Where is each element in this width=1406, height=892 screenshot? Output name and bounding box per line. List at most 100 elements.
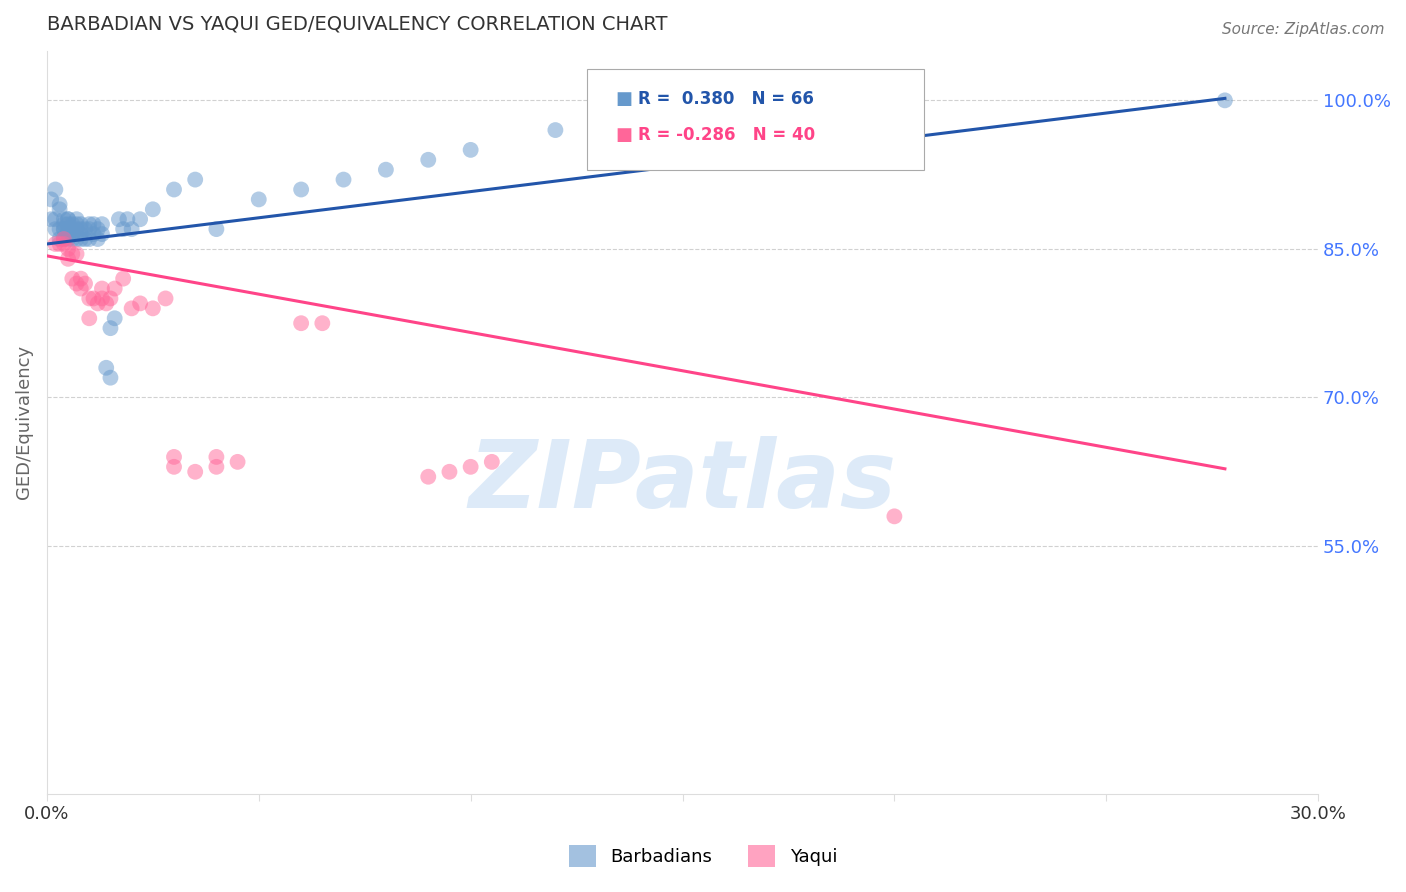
Point <box>163 459 186 474</box>
Point <box>100 292 122 306</box>
Point <box>290 316 312 330</box>
Point <box>52 237 75 252</box>
Point <box>48 197 70 211</box>
Text: BARBADIAN VS YAQUI GED/EQUIVALENCY CORRELATION CHART: BARBADIAN VS YAQUI GED/EQUIVALENCY CORRE… <box>46 15 668 34</box>
Point <box>56 222 79 236</box>
Point <box>56 212 79 227</box>
Point <box>83 292 105 306</box>
Point <box>69 227 91 241</box>
Point <box>56 217 79 231</box>
Point <box>108 212 131 227</box>
Point <box>77 311 100 326</box>
Point <box>290 182 312 196</box>
Point <box>112 271 135 285</box>
Point <box>44 212 66 227</box>
Point <box>83 217 105 231</box>
Point <box>69 271 91 285</box>
Point <box>311 316 333 330</box>
Point <box>77 232 100 246</box>
FancyBboxPatch shape <box>588 70 924 169</box>
Point <box>65 222 87 236</box>
Point <box>69 222 91 236</box>
Y-axis label: GED/Equivalency: GED/Equivalency <box>15 345 32 500</box>
Point <box>73 232 96 246</box>
Point <box>205 222 228 236</box>
Point <box>91 227 114 241</box>
Point <box>671 133 693 147</box>
Point <box>69 281 91 295</box>
Point <box>52 232 75 246</box>
Point <box>418 153 440 167</box>
Point <box>60 232 83 246</box>
Text: R =  0.380   N = 66: R = 0.380 N = 66 <box>638 90 814 108</box>
Point <box>48 222 70 236</box>
Point <box>226 455 249 469</box>
Point <box>883 509 905 524</box>
Point <box>91 217 114 231</box>
Point <box>56 242 79 256</box>
Text: ZIPatlas: ZIPatlas <box>468 435 897 528</box>
Point <box>155 292 177 306</box>
Point <box>87 296 110 310</box>
Point <box>121 222 143 236</box>
Point <box>100 370 122 384</box>
Point <box>100 321 122 335</box>
Point <box>65 232 87 246</box>
Point <box>69 217 91 231</box>
Point <box>439 465 461 479</box>
Text: Source: ZipAtlas.com: Source: ZipAtlas.com <box>1222 22 1385 37</box>
Point <box>129 296 152 310</box>
Point <box>142 301 165 316</box>
Point <box>83 227 105 241</box>
Point <box>56 232 79 246</box>
Point <box>52 212 75 227</box>
Point <box>332 172 354 186</box>
Point <box>77 217 100 231</box>
Point <box>184 172 207 186</box>
Point <box>77 222 100 236</box>
Point <box>65 247 87 261</box>
Point <box>544 123 567 137</box>
Point <box>44 237 66 252</box>
Point <box>48 202 70 217</box>
Point <box>374 162 396 177</box>
Point <box>104 311 127 326</box>
Point <box>65 277 87 291</box>
Point <box>52 217 75 231</box>
Point <box>69 232 91 246</box>
Point <box>247 193 270 207</box>
Point <box>39 212 62 227</box>
Point <box>205 459 228 474</box>
Point <box>1213 94 1236 108</box>
Point <box>112 222 135 236</box>
Point <box>96 296 118 310</box>
Point <box>142 202 165 217</box>
Point <box>52 222 75 236</box>
Point <box>52 222 75 236</box>
Point <box>883 113 905 128</box>
Point <box>163 182 186 196</box>
Point <box>87 232 110 246</box>
Point <box>73 277 96 291</box>
Point <box>60 227 83 241</box>
Point <box>184 465 207 479</box>
Point <box>77 292 100 306</box>
Point <box>52 232 75 246</box>
Text: ■: ■ <box>616 126 633 144</box>
Point <box>418 469 440 483</box>
Point <box>96 360 118 375</box>
Point <box>60 217 83 231</box>
Point <box>205 450 228 464</box>
Legend: Barbadians, Yaqui: Barbadians, Yaqui <box>561 838 845 874</box>
Point <box>65 212 87 227</box>
Point <box>481 455 503 469</box>
Point <box>121 301 143 316</box>
Point <box>60 222 83 236</box>
Point <box>73 222 96 236</box>
Point <box>44 182 66 196</box>
Point <box>60 271 83 285</box>
Point <box>56 252 79 266</box>
Point <box>39 193 62 207</box>
Point <box>460 143 482 157</box>
Text: R = -0.286   N = 40: R = -0.286 N = 40 <box>638 126 815 144</box>
